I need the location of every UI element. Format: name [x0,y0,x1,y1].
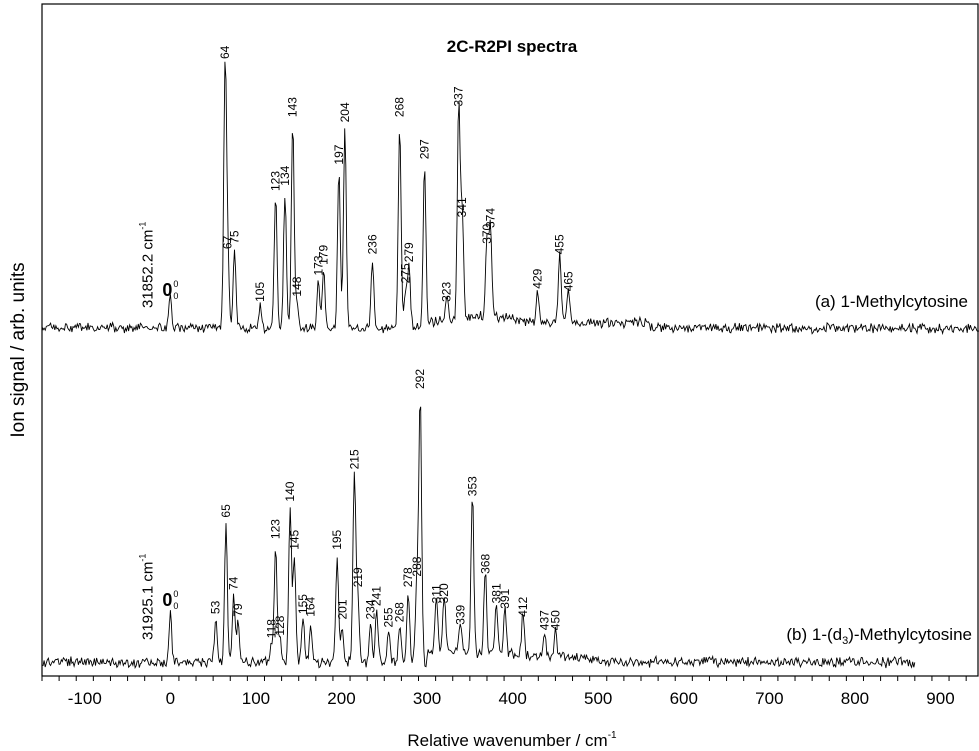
origin-band-superscript: 0 [173,589,178,599]
peak-label: 204 [338,102,352,122]
peak-label: 297 [418,139,432,159]
peak-label: 241 [370,586,384,606]
spectrum-trace-b [41,406,916,669]
x-tick-label: 200 [327,689,355,708]
origin-wavenumber-superscript: -1 [137,554,147,562]
spectra-traces [41,61,979,669]
x-tick-label: 900 [926,689,954,708]
peak-label: 173 [311,255,325,275]
x-axis-label: Relative wavenumber / cm-1 [407,730,617,750]
peak-label: 381 [489,583,503,603]
y-axis-label: Ion signal / arb. units [8,262,29,437]
peak-label: 155 [296,594,310,614]
origin-band-superscript: 0 [173,279,178,289]
x-tick-label: 600 [670,689,698,708]
peak-label: 320 [437,583,451,603]
peak-label: 201 [335,599,349,619]
peak-label: 105 [253,282,267,302]
peak-label: 143 [286,97,300,117]
peak-label: 195 [330,529,344,549]
peak-label: 128 [273,615,287,635]
series-name-b: (b) 1-(d3)-Methylcytosine [786,625,972,647]
peak-label: 234 [364,599,378,619]
peak-label: 164 [304,596,318,616]
peak-label: 179 [317,245,331,265]
origin-band-subscript: 0 [173,291,178,301]
peak-label: 123 [269,519,283,539]
peak-label: 450 [548,610,562,630]
chart-title: 2C-R2PI spectra [447,37,578,56]
peak-label: 197 [332,144,346,164]
peak-label: 140 [283,481,297,501]
series-name-subscript: 3 [842,635,848,647]
peak-label: 278 [401,567,415,587]
peak-label: 429 [531,268,545,288]
peak-label: 219 [351,567,365,587]
peak-label: 353 [465,476,479,496]
peak-label: 374 [483,208,497,228]
peak-label: 341 [455,197,469,217]
peak-label: 437 [537,610,551,630]
x-tick-label: 800 [841,689,869,708]
peak-label: 74 [227,576,241,590]
peak-label: 337 [452,86,466,106]
x-axis: -100 0 100 200 300 400 500 600 700 800 900 Relative… [41,676,967,750]
peak-label: 79 [231,603,245,617]
peak-label: 255 [382,607,396,627]
peak-label: 292 [413,369,427,389]
peak-label: 311 [430,584,444,603]
peak-label: 465 [561,271,575,291]
peak-label: 370 [480,223,494,243]
peak-label: 323 [440,282,454,302]
peak-label: 64 [218,45,232,59]
series-name-a: (a) 1-Methylcytosine [815,292,968,311]
x-axis-label-superscript: -1 [608,730,617,741]
peak-label: 279 [402,242,416,262]
x-tick-label: -100 [68,689,102,708]
peak-label: 268 [393,97,407,117]
peak-label: 134 [278,165,292,185]
peak-label: 275 [399,263,413,283]
peak-label: 391 [498,588,512,608]
series-name-suffix: )-Methylcytosine [848,625,972,644]
x-tick-label: 400 [498,689,526,708]
peak-label: 53 [209,600,223,614]
peak-label: 236 [365,234,379,254]
spectrum-trace-a [41,61,979,336]
peak-labels: 6467751051231341431481731791972042362682… [137,45,972,647]
x-tick-label: 0 [166,689,175,708]
origin-wavenumber-label: 31852.2 cm-1 [137,222,156,308]
x-tick-label: 100 [242,689,270,708]
peak-label: 215 [347,449,361,469]
peak-label: 148 [290,276,304,296]
peak-label: 368 [478,554,492,574]
peak-label: 455 [553,234,567,254]
origin-band-label: 0 [162,590,172,610]
peak-label: 288 [410,556,424,576]
origin-wavenumber-superscript: -1 [137,222,147,230]
x-tick-label: 300 [413,689,441,708]
peak-label: 268 [393,602,407,622]
peak-label: 67 [221,235,235,249]
peak-label: 118 [264,619,278,638]
plot-border [41,3,979,677]
peak-label: 339 [453,604,467,624]
origin-band-label: 0 [162,280,172,300]
x-tick-label: 700 [755,689,783,708]
peak-label: 75 [228,230,242,244]
peak-label: 65 [219,504,233,518]
plot-frame [41,3,979,677]
origin-band-subscript: 0 [173,601,178,611]
x-tick-label: 500 [584,689,612,708]
peak-label: 123 [269,171,283,191]
peak-label: 145 [287,529,301,549]
peak-label: 412 [516,596,530,616]
origin-wavenumber-label: 31925.1 cm-1 [137,554,156,640]
